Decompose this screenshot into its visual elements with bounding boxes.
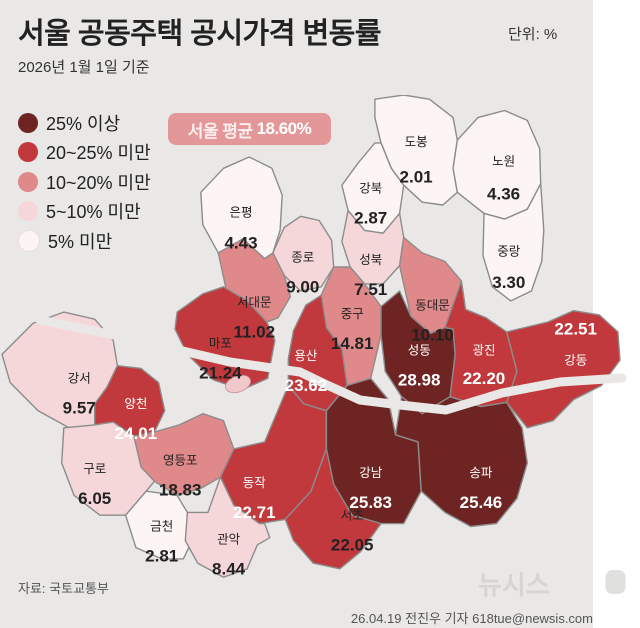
svg-text:마포: 마포 — [209, 336, 232, 350]
svg-text:성북: 성북 — [359, 253, 382, 267]
svg-text:25.83: 25.83 — [349, 493, 392, 512]
svg-text:광진: 광진 — [472, 343, 495, 357]
svg-text:9.00: 9.00 — [286, 277, 319, 296]
svg-text:성동: 성동 — [408, 343, 431, 357]
svg-text:25.46: 25.46 — [460, 493, 503, 512]
svg-text:관악: 관악 — [217, 532, 241, 546]
svg-text:22.20: 22.20 — [463, 369, 506, 388]
svg-text:강북: 강북 — [359, 181, 382, 195]
svg-text:2.87: 2.87 — [354, 208, 387, 227]
svg-text:서대문: 서대문 — [237, 296, 272, 310]
svg-text:2.81: 2.81 — [145, 547, 178, 566]
svg-text:동작: 동작 — [243, 476, 267, 490]
svg-text:24.01: 24.01 — [115, 424, 158, 443]
svg-text:구로: 구로 — [83, 462, 106, 476]
svg-text:4.43: 4.43 — [224, 234, 257, 253]
svg-text:10.10: 10.10 — [411, 325, 454, 344]
svg-text:강서: 강서 — [68, 372, 91, 386]
svg-text:강남: 강남 — [359, 466, 383, 480]
svg-text:3.30: 3.30 — [492, 273, 525, 292]
svg-text:용산: 용산 — [294, 349, 318, 363]
svg-text:8.44: 8.44 — [212, 559, 246, 578]
svg-text:종로: 종로 — [291, 250, 314, 264]
svg-text:6.05: 6.05 — [78, 489, 111, 508]
svg-text:강동: 강동 — [564, 353, 587, 367]
svg-text:금천: 금천 — [150, 519, 173, 534]
svg-text:2.01: 2.01 — [400, 167, 433, 186]
svg-text:양천: 양천 — [124, 396, 147, 411]
svg-text:도봉: 도봉 — [405, 135, 428, 149]
svg-text:노원: 노원 — [492, 155, 515, 169]
svg-text:22.05: 22.05 — [331, 535, 374, 554]
svg-text:21.24: 21.24 — [199, 363, 242, 382]
svg-text:영등포: 영등포 — [163, 453, 198, 467]
svg-text:18.83: 18.83 — [159, 480, 202, 499]
svg-text:은평: 은평 — [229, 205, 252, 219]
svg-text:9.57: 9.57 — [63, 399, 96, 418]
svg-text:22.51: 22.51 — [554, 320, 597, 339]
svg-text:4.36: 4.36 — [487, 184, 520, 203]
svg-text:28.98: 28.98 — [398, 371, 441, 390]
svg-text:송파: 송파 — [469, 466, 493, 480]
svg-text:23.62: 23.62 — [285, 376, 328, 395]
svg-text:동대문: 동대문 — [415, 298, 450, 312]
svg-text:22.71: 22.71 — [233, 503, 276, 522]
svg-text:7.51: 7.51 — [354, 280, 387, 299]
svg-text:14.81: 14.81 — [331, 334, 374, 353]
svg-text:11.02: 11.02 — [233, 323, 275, 342]
svg-text:중랑: 중랑 — [497, 245, 521, 259]
svg-text:중구: 중구 — [341, 307, 364, 321]
